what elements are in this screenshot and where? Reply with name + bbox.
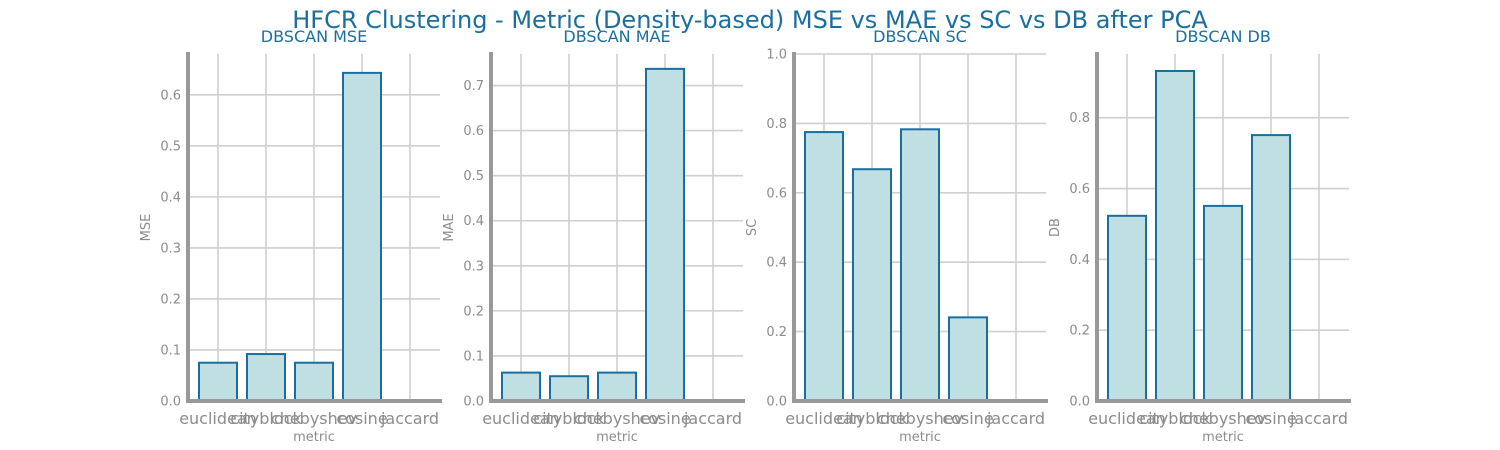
chart-sc: DBSCAN SC 0.0 0.2 0.4 0.6 0.8 1.0 euclideancity… [745,27,1048,445]
y-axis-label: DB [1048,218,1063,237]
y-tick-label: 0.7 [463,79,484,94]
x-tick-label: jaccard [380,409,439,428]
y-tick-label: 0.4 [160,190,181,205]
bar-chebyshev [1203,204,1243,402]
y-tick-label: 0.4 [463,214,484,229]
x-tick-label: euclidean [179,409,257,428]
x-tick-label: euclidean [1088,409,1166,428]
y-tick-label: 1.0 [766,48,787,63]
bar-chebyshev [900,128,940,402]
x-tick-label: cosine [336,409,387,428]
y-tick-label: 0.5 [160,139,181,154]
y-axis-label: MSE [139,214,154,242]
y-tick-label: 0.0 [463,395,484,410]
y-tick-label: 0.6 [463,124,484,139]
bar-cityblock [549,375,589,403]
y-tick-label: 0.4 [1069,253,1090,268]
x-tick-label: chebyshev [1180,409,1266,428]
y-tick-label: 0.1 [463,349,484,364]
x-tick-label: chebyshev [574,409,660,428]
bar-cityblock [1155,69,1195,403]
bar-cosine [645,67,685,402]
y-tick-label: 0.3 [160,241,181,256]
y-axis-label: SC [745,219,760,236]
y-tick-label: 0.3 [463,259,484,274]
x-tick-label: cityblock [230,409,302,428]
bar-chebyshev [294,361,334,402]
x-tick-label: cityblock [836,409,908,428]
y-tick-label: 0.0 [160,395,181,410]
x-tick-label: euclidean [482,409,560,428]
x-axis-label: metric [596,430,638,445]
x-tick-label: chebyshev [877,409,963,428]
y-tick-label: 0.6 [1069,182,1090,197]
chart-title: DBSCAN MAE [563,27,670,46]
y-tick-label: 0.0 [1069,395,1090,410]
chart-title: DBSCAN MSE [261,27,367,46]
x-tick-label: cityblock [1139,409,1211,428]
x-tick-label: cosine [1245,409,1296,428]
x-tick-label: jaccard [683,409,742,428]
bar-cityblock [852,168,892,402]
y-tick-label: 0.2 [766,325,787,340]
y-tick-label: 0.8 [766,117,787,132]
y-tick-label: 0.6 [766,186,787,201]
chart-title: DBSCAN SC [873,27,967,46]
chart-mse: DBSCAN MSE 0.0 0.1 0.2 0.3 0.4 0.5 0.6 euclidean… [139,27,442,445]
y-tick-label: 0.6 [160,88,181,103]
x-tick-label: chebyshev [271,409,357,428]
figure-title: HFCR Clustering - Metric (Density-based)… [292,6,1208,34]
x-tick-label: jaccard [986,409,1045,428]
bar-euclidean [501,371,541,403]
chart-panels: DBSCAN MSE 0.0 0.1 0.2 0.3 0.4 0.5 0.6 euclidean… [139,27,1351,445]
y-tick-label: 0.1 [160,343,181,358]
chart-title: DBSCAN DB [1175,27,1271,46]
bar-euclidean [198,361,238,402]
y-tick-label: 0.5 [463,169,484,184]
chart-db: DBSCAN DB 0.0 0.2 0.4 0.6 0.8 euclideancityblo… [1048,27,1351,445]
x-axis-label: metric [1202,430,1244,445]
x-tick-label: cosine [639,409,690,428]
y-tick-label: 0.4 [766,256,787,271]
bar-euclidean [804,131,844,402]
x-tick-label: jaccard [1289,409,1348,428]
bar-cosine [342,71,382,402]
x-tick-label: cityblock [533,409,605,428]
bar-euclidean [1107,214,1147,402]
chart-mae: DBSCAN MAE 0.0 0.1 0.2 0.3 0.4 0.5 0.6 0.7 euclid… [442,27,745,445]
y-tick-label: 0.2 [1069,324,1090,339]
bar-cityblock [246,353,286,403]
y-tick-label: 0.0 [766,395,787,410]
bar-cosine [1251,134,1291,402]
y-tick-label: 0.8 [1069,111,1090,126]
x-tick-label: cosine [942,409,993,428]
x-axis-label: metric [899,430,941,445]
y-tick-label: 0.2 [463,304,484,319]
x-axis-label: metric [293,430,335,445]
bar-chebyshev [597,371,637,403]
x-tick-label: euclidean [785,409,863,428]
y-axis-label: MAE [442,213,457,241]
y-tick-label: 0.2 [160,292,181,307]
bar-cosine [948,316,988,402]
